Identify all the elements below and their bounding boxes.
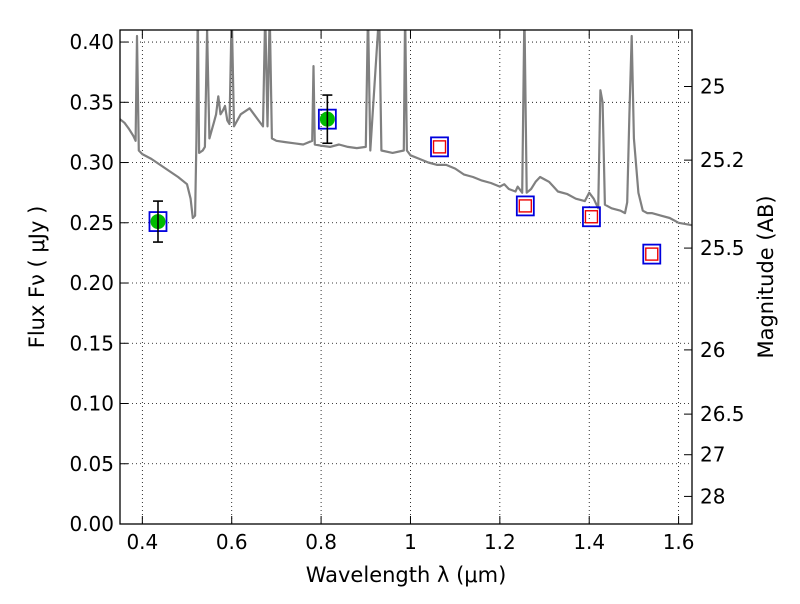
model-photometry-square xyxy=(430,136,449,158)
y-tick-label: 0.35 xyxy=(69,90,114,114)
y-tick-label: 0.40 xyxy=(69,30,114,54)
y2-tick-label: 26.5 xyxy=(700,402,745,426)
y2-tick-label: 25.2 xyxy=(700,148,745,172)
x-tick-label: 0.8 xyxy=(305,530,337,554)
x-tick-label: 0.4 xyxy=(126,530,158,554)
y-axis-label: Flux Fν ( μJy ) xyxy=(25,206,49,349)
x-axis-ticks: 0.4 0.6 0.8 1 1.2 1.4 1.6 xyxy=(126,30,695,554)
y-axis-ticks: 0.00 0.05 0.10 0.15 0.20 0.25 0.30 0.35 0.40 xyxy=(69,30,128,536)
y-tick-label: 0.30 xyxy=(69,151,114,175)
y-tick-label: 0.05 xyxy=(69,452,114,476)
y2-axis-label: Magnitude (AB) xyxy=(754,195,778,358)
x-tick-label: 0.6 xyxy=(216,530,248,554)
y-tick-label: 0.25 xyxy=(69,211,114,235)
upper-limit-square xyxy=(584,210,599,224)
y-tick-label: 0.20 xyxy=(69,271,114,295)
upper-limit-square xyxy=(432,140,447,154)
sed-model-layer xyxy=(120,30,692,227)
model-photometry-square xyxy=(582,206,601,228)
x-tick-label: 1.4 xyxy=(573,530,605,554)
y-tick-label: 0.00 xyxy=(69,512,114,536)
y-tick-label: 0.10 xyxy=(69,392,114,416)
model-photometry-square xyxy=(515,195,535,217)
x-tick-label: 1 xyxy=(404,530,417,554)
upper-limit-square xyxy=(518,199,533,213)
model-photometry-square xyxy=(642,243,662,265)
plot-frame xyxy=(119,29,693,525)
y2-tick-label: 25 xyxy=(700,75,725,99)
x-tick-label: 1.2 xyxy=(484,530,516,554)
y2-axis-ticks: 25 25.2 25.5 26 26.5 27 28 xyxy=(684,75,745,508)
photometry-layer xyxy=(148,94,662,265)
upper-limit-square xyxy=(645,247,659,261)
x-axis-label: Wavelength λ (μm) xyxy=(306,563,507,587)
y2-tick-label: 27 xyxy=(700,443,725,467)
y2-tick-label: 25.5 xyxy=(700,236,745,260)
x-tick-label: 1.6 xyxy=(663,530,695,554)
y-tick-label: 0.15 xyxy=(69,331,114,355)
sed-model-line xyxy=(120,30,692,227)
y2-tick-label: 26 xyxy=(700,338,725,362)
y2-tick-label: 28 xyxy=(700,484,725,508)
